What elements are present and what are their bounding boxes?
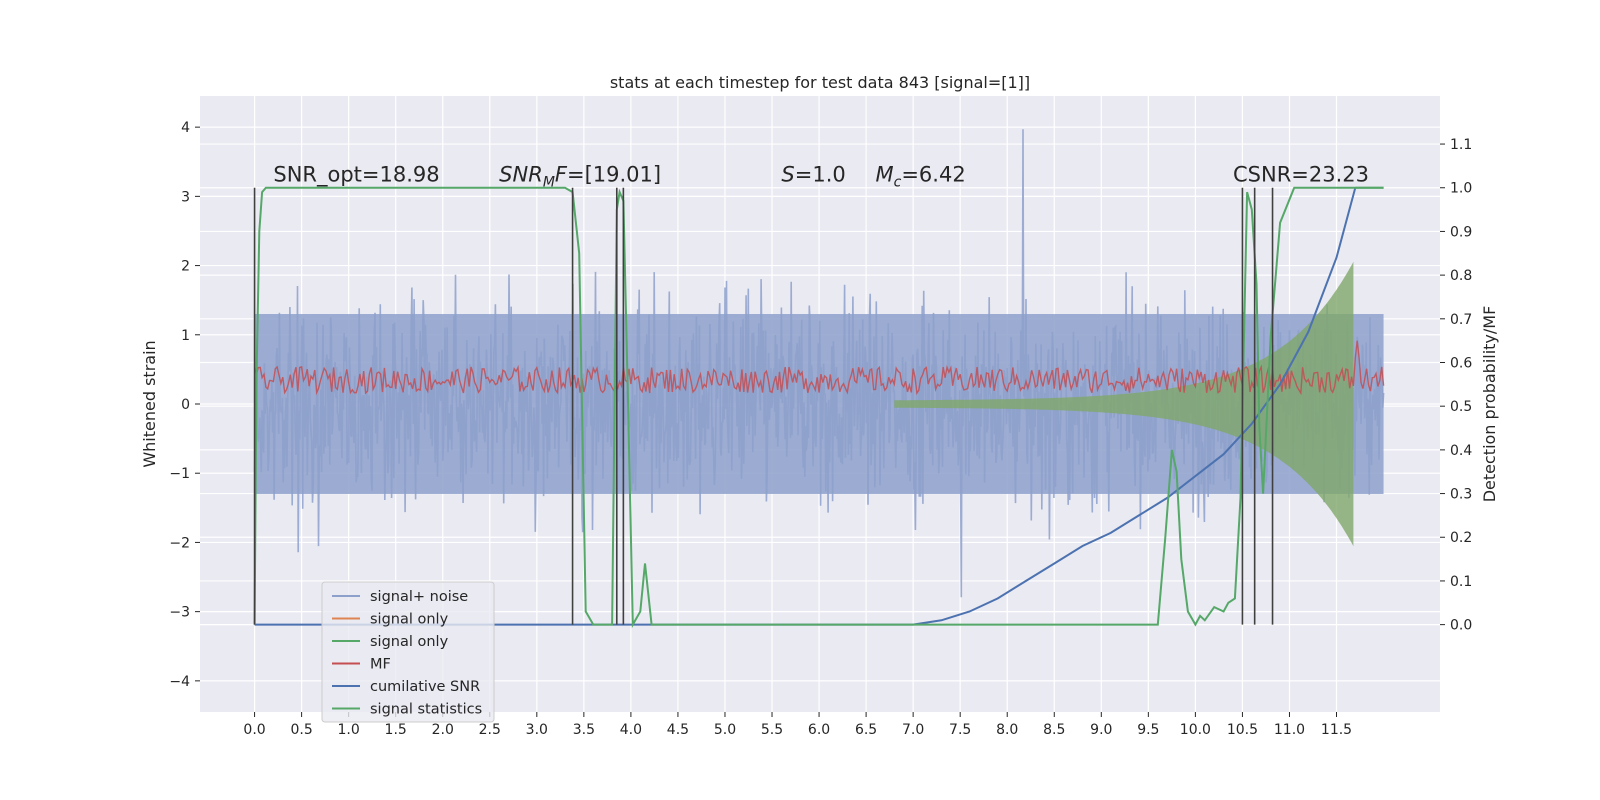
legend-label: cumilative SNR — [370, 679, 480, 695]
y-tick-label-right: 0.5 — [1450, 399, 1472, 415]
y-tick-label-left: −4 — [169, 674, 190, 690]
x-tick-label: 5.5 — [761, 722, 783, 738]
x-tick-label: 0.0 — [243, 722, 265, 738]
legend-label: signal statistics — [370, 702, 482, 718]
annotation-4: CSNR=23.23 — [1233, 163, 1369, 187]
mf-series — [253, 340, 1385, 396]
x-tick-label: 7.5 — [949, 722, 971, 738]
x-tick-label: 11.5 — [1321, 722, 1352, 738]
x-tick-label: 10.0 — [1180, 722, 1211, 738]
y-tick-label-left: 3 — [181, 189, 190, 205]
x-tick-label: 2.0 — [432, 722, 454, 738]
y-tick-label-left: −1 — [169, 466, 190, 482]
signal-statistics-line — [253, 186, 1384, 629]
y-tick-label-right: 0.8 — [1450, 268, 1472, 284]
mf-trace — [253, 340, 1385, 396]
x-tick-label: 2.5 — [479, 722, 501, 738]
x-tick-label: 10.5 — [1227, 722, 1258, 738]
legend-label: signal only — [370, 612, 449, 628]
x-tick-label: 4.0 — [620, 722, 642, 738]
y-tick-label-right: 0.6 — [1450, 355, 1472, 371]
y-tick-label-right: 0.7 — [1450, 312, 1472, 328]
x-tick-label: 6.0 — [808, 722, 830, 738]
x-tick-label: 9.5 — [1137, 722, 1159, 738]
x-tick-label: 1.5 — [385, 722, 407, 738]
cumilative-snr-line — [254, 187, 1357, 626]
signal-only-series — [894, 261, 1354, 547]
x-tick-label: 5.0 — [714, 722, 736, 738]
chart-title: stats at each timestep for test data 843… — [610, 73, 1030, 92]
y-tick-label-right: 0.2 — [1450, 530, 1472, 546]
legend-label: signal only — [370, 634, 449, 650]
x-tick-label: 11.0 — [1274, 722, 1305, 738]
legend-box — [321, 581, 495, 723]
y-tick-label-right: 0.1 — [1450, 574, 1472, 590]
x-tick-label: 8.0 — [996, 722, 1018, 738]
x-tick-label: 4.5 — [667, 722, 689, 738]
legend-label: MF — [370, 657, 391, 673]
y-axis-label-right: Detection probability/MF — [1480, 306, 1499, 503]
x-tick-label: 9.0 — [1090, 722, 1112, 738]
y-tick-label-left: −2 — [169, 535, 190, 551]
y-tick-label-right: 0.0 — [1450, 618, 1472, 634]
y-tick-label-right: 0.4 — [1450, 443, 1472, 459]
y-tick-label-left: −3 — [169, 605, 190, 621]
y-tick-label-right: 0.9 — [1450, 224, 1472, 240]
y-tick-label-right: 0.3 — [1450, 487, 1472, 503]
annotation-0: SNR_opt=18.98 — [273, 163, 439, 188]
y-tick-label-left: 4 — [181, 120, 190, 136]
y-tick-label-right: 1.0 — [1450, 181, 1472, 197]
y-tick-label-right: 1.1 — [1450, 137, 1472, 153]
annotations: SNR_opt=18.98 SNRMF=[19.01] S=1.0 Mc=6.42 CS… — [273, 163, 1369, 191]
x-tick-label: 1.0 — [338, 722, 360, 738]
x-tick-label: 6.5 — [855, 722, 877, 738]
ticks: 0.0 0.5 1.0 1.5 2.0 2.5 3.0 3.5 4.0 4.5 5.0 5.5 6.0 6… — [169, 120, 1472, 738]
x-tick-label: 3.0 — [526, 722, 548, 738]
annotation-3: Mc=6.42 — [876, 163, 966, 191]
line-series — [253, 186, 1384, 629]
x-tick-label: 7.0 — [902, 722, 924, 738]
legend: signal+ noise signal only signal only MF cum… — [321, 581, 495, 723]
y-tick-label-left: 0 — [181, 397, 190, 413]
signal-envelope — [894, 261, 1354, 547]
vertical-markers — [253, 187, 1274, 625]
x-tick-label: 3.5 — [573, 722, 595, 738]
annotation-2: S=1.0 — [781, 163, 845, 187]
y-tick-label-left: 1 — [181, 328, 190, 344]
y-axis-label-left: Whitened strain — [140, 340, 159, 467]
legend-label: signal+ noise — [370, 589, 468, 605]
y-tick-label-left: 2 — [181, 259, 190, 275]
annotation-1: SNRMF=[19.01] — [499, 163, 661, 191]
x-tick-label: 0.5 — [290, 722, 312, 738]
x-tick-label: 8.5 — [1043, 722, 1065, 738]
